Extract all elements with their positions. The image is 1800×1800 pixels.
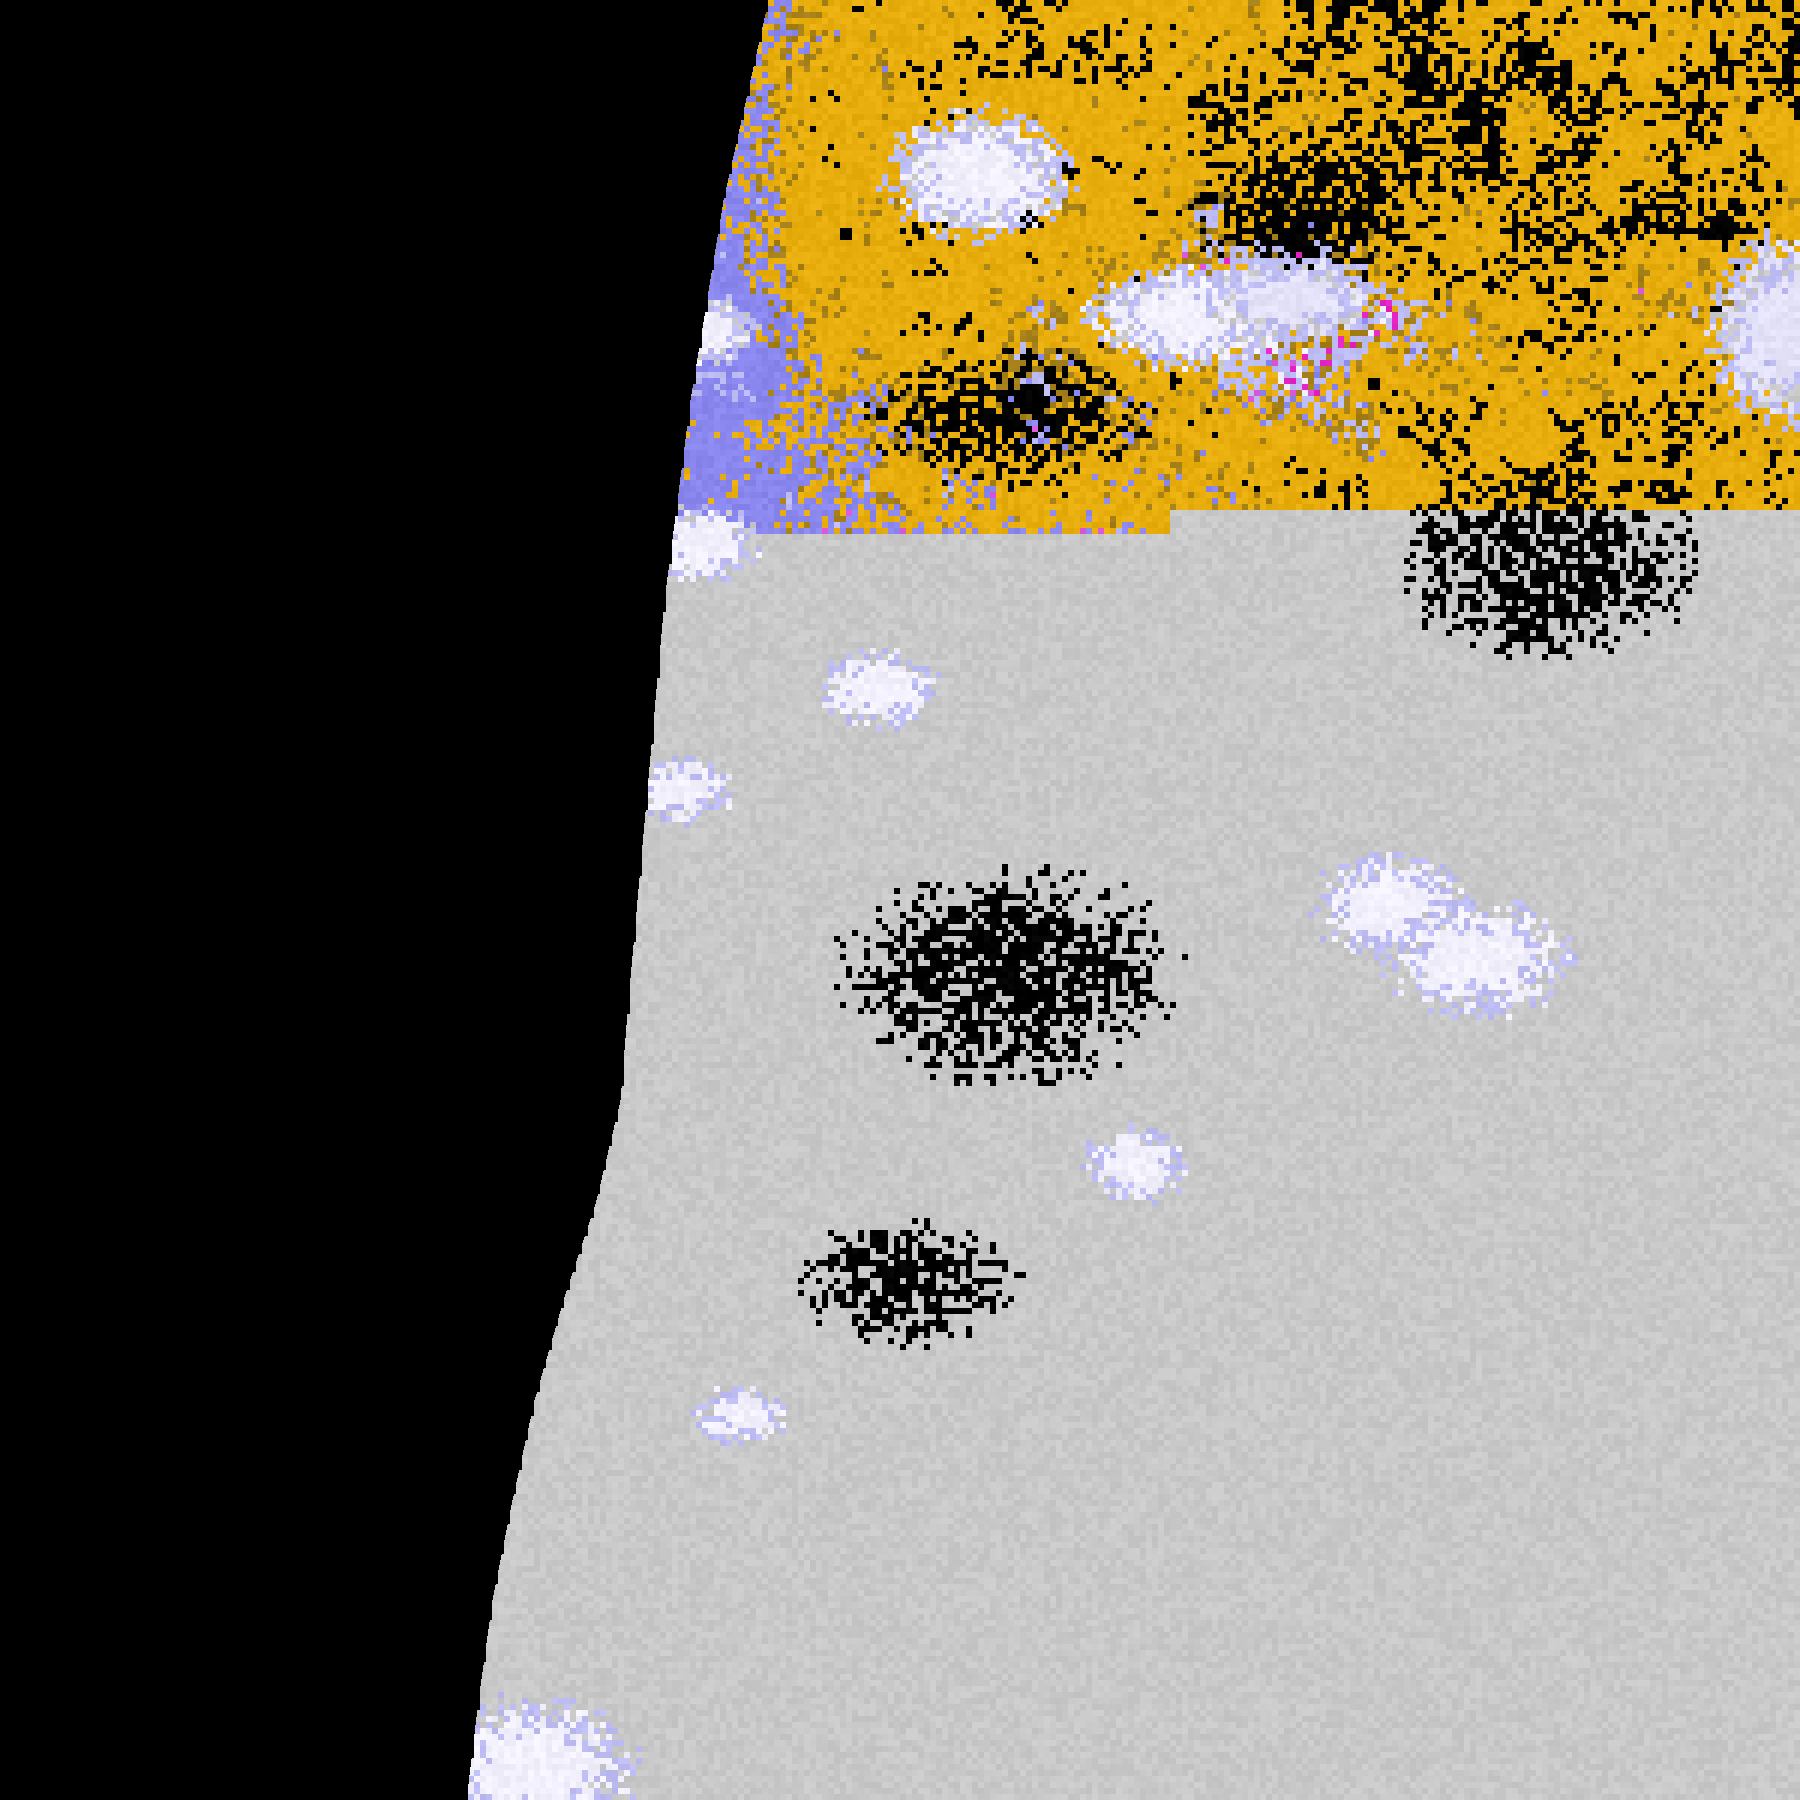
satellite-raster-canvas (0, 0, 1800, 1800)
satellite-image-viewport: False-colour classified satellite swath … (0, 0, 1800, 1800)
